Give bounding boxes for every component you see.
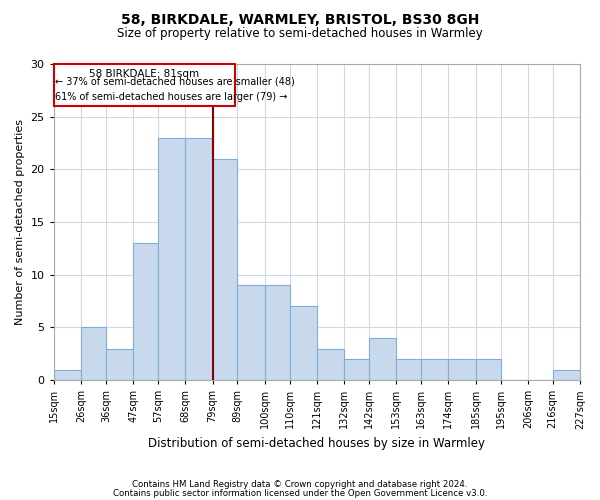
Text: 58, BIRKDALE, WARMLEY, BRISTOL, BS30 8GH: 58, BIRKDALE, WARMLEY, BRISTOL, BS30 8GH [121, 12, 479, 26]
Text: 58 BIRKDALE: 81sqm: 58 BIRKDALE: 81sqm [89, 70, 199, 80]
Text: Contains public sector information licensed under the Open Government Licence v3: Contains public sector information licen… [113, 488, 487, 498]
Bar [265, 286, 290, 380]
Bar [185, 138, 212, 380]
X-axis label: Distribution of semi-detached houses by size in Warmley: Distribution of semi-detached houses by … [148, 437, 485, 450]
Bar [54, 370, 81, 380]
Bar [421, 359, 448, 380]
Bar [133, 243, 158, 380]
Bar [212, 159, 238, 380]
Y-axis label: Number of semi-detached properties: Number of semi-detached properties [15, 119, 25, 325]
Bar [553, 370, 580, 380]
Bar [106, 348, 133, 380]
Bar [396, 359, 421, 380]
FancyBboxPatch shape [54, 64, 235, 106]
Bar [448, 359, 476, 380]
Text: 61% of semi-detached houses are larger (79) →: 61% of semi-detached houses are larger (… [55, 92, 287, 102]
Bar [369, 338, 396, 380]
Bar [81, 328, 106, 380]
Bar [290, 306, 317, 380]
Bar [158, 138, 185, 380]
Bar [238, 286, 265, 380]
Bar [476, 359, 500, 380]
Text: Contains HM Land Registry data © Crown copyright and database right 2024.: Contains HM Land Registry data © Crown c… [132, 480, 468, 489]
Bar [344, 359, 369, 380]
Text: Size of property relative to semi-detached houses in Warmley: Size of property relative to semi-detach… [117, 28, 483, 40]
Bar [317, 348, 344, 380]
Text: ← 37% of semi-detached houses are smaller (48): ← 37% of semi-detached houses are smalle… [55, 77, 295, 87]
